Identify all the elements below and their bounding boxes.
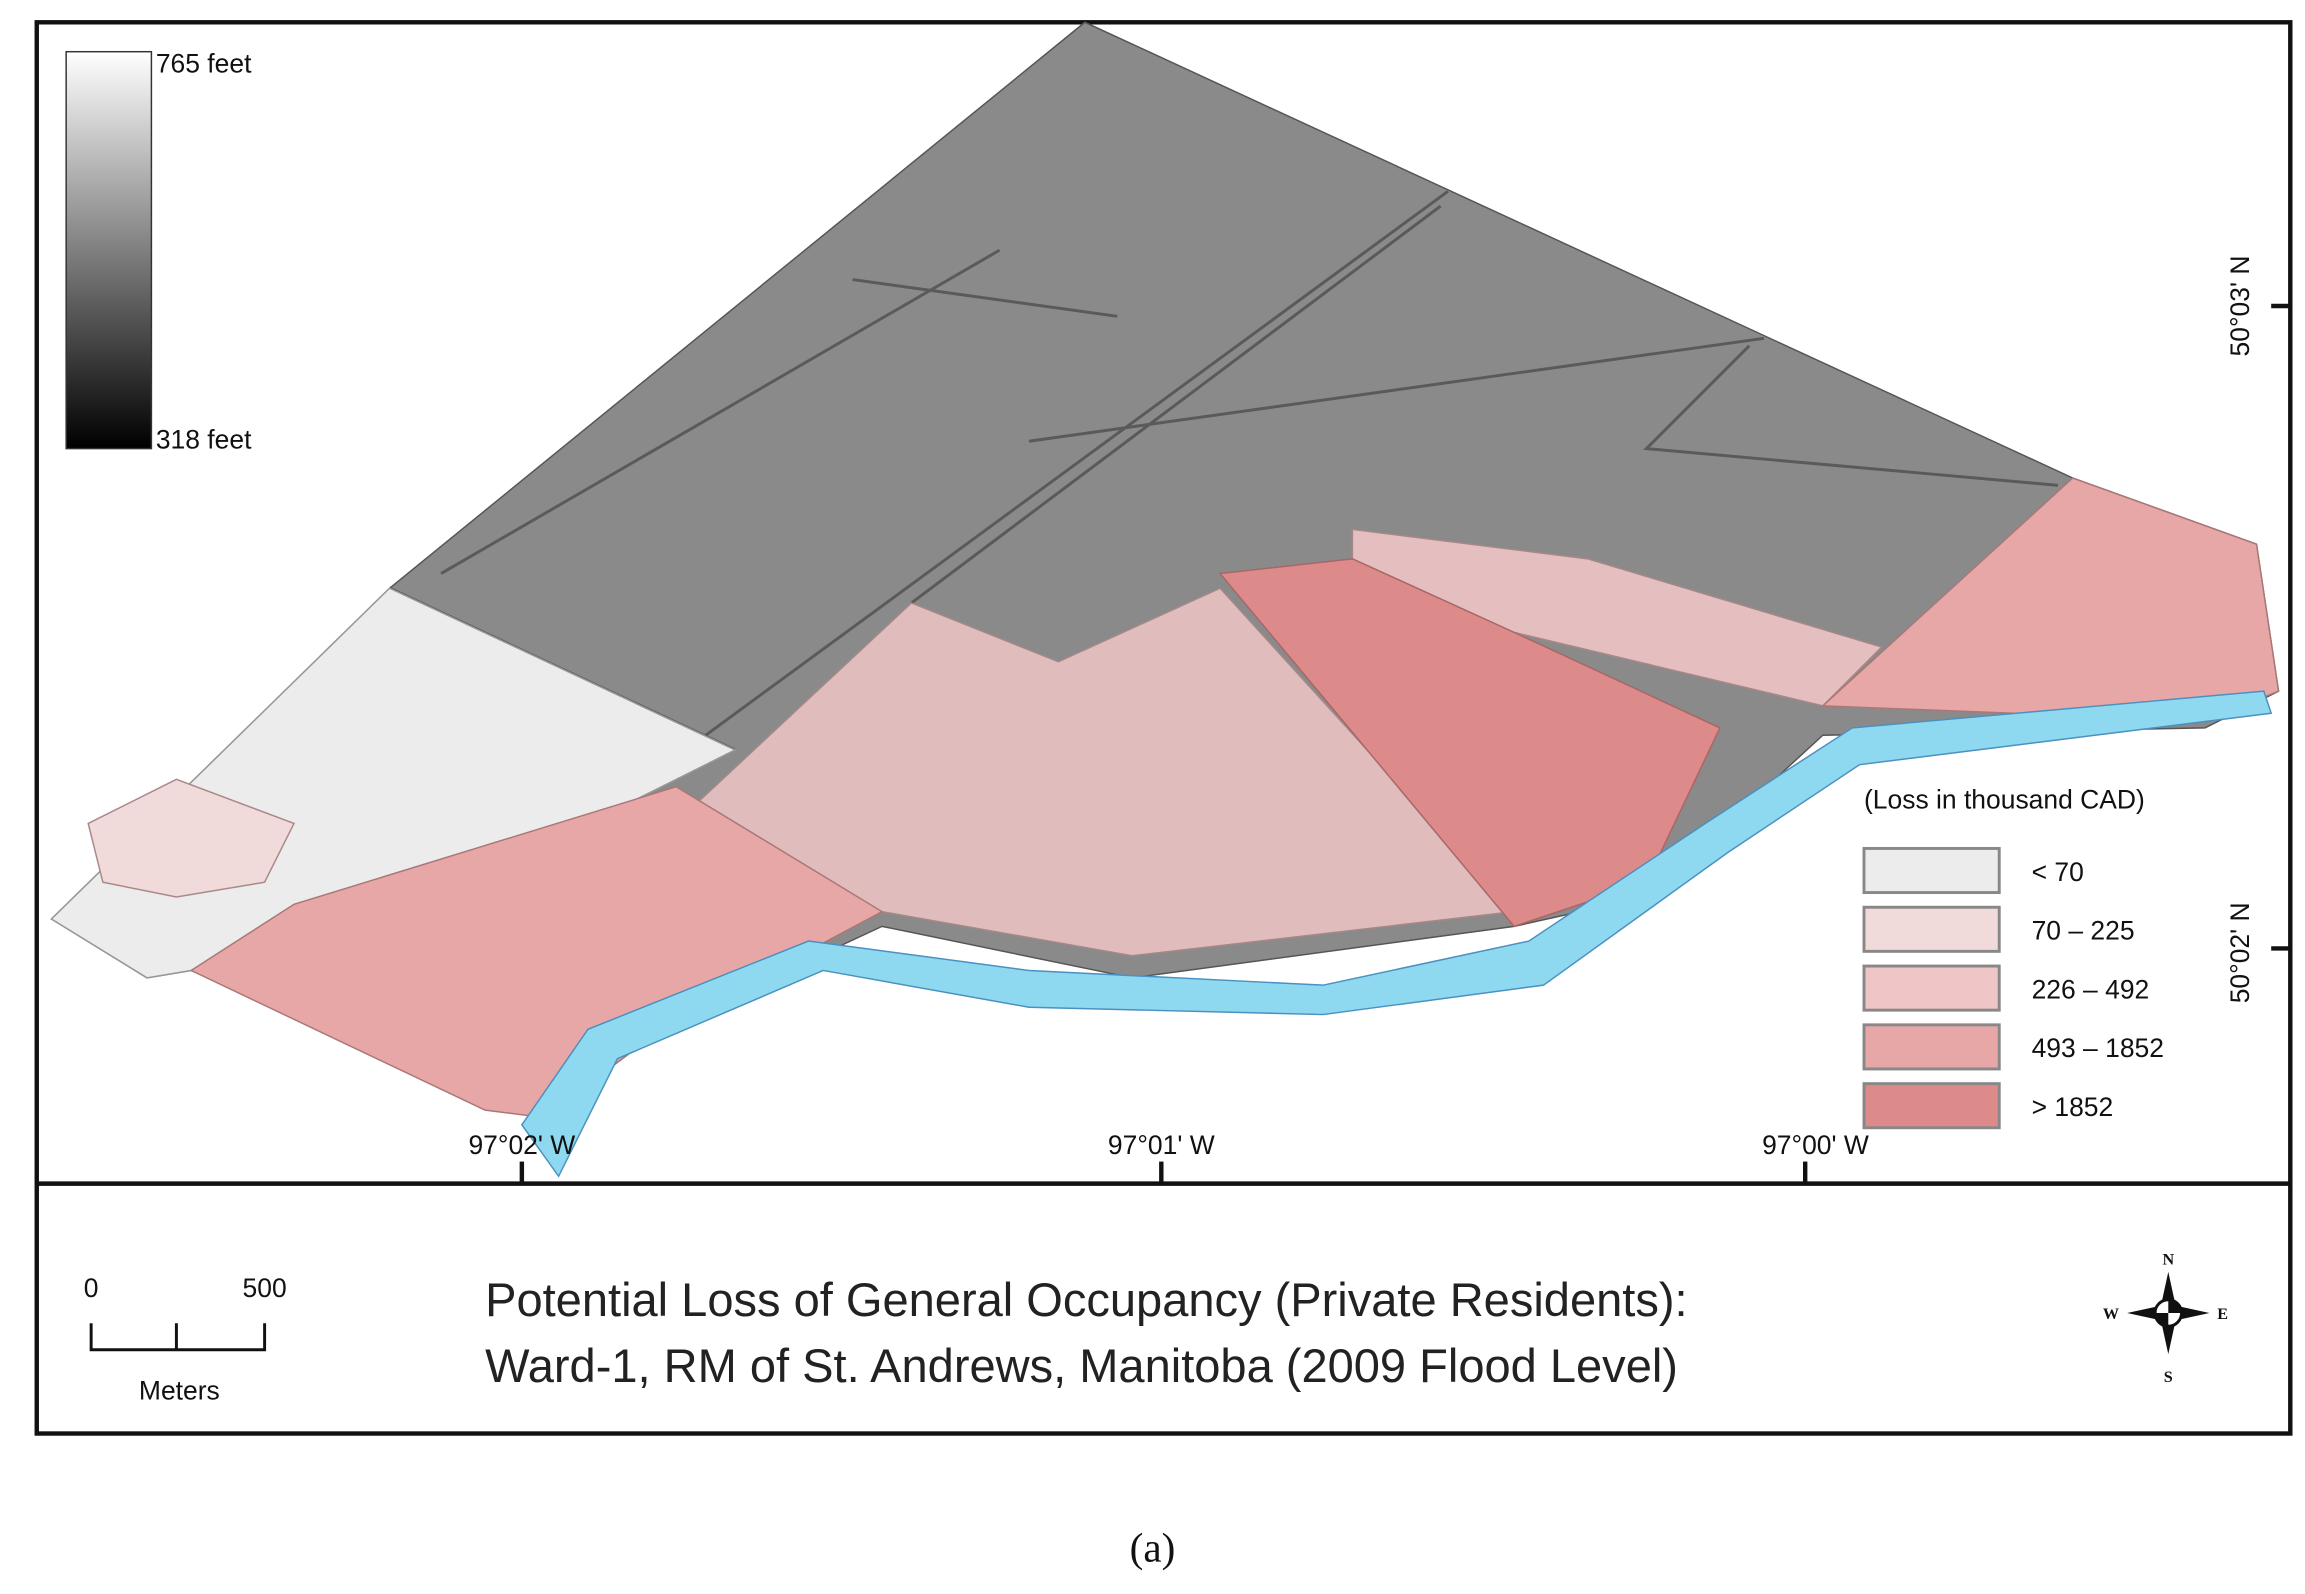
legend-label: < 70	[2032, 857, 2084, 887]
elevation-max: 765 feet	[156, 48, 252, 78]
caption: (a)	[1130, 1524, 1176, 1571]
compass-n: N	[2162, 1251, 2174, 1268]
compass-e: E	[2217, 1306, 2228, 1323]
scale-start: 0	[84, 1273, 99, 1303]
compass-s: S	[2164, 1369, 2173, 1386]
longitude-label: 97°00' W	[1762, 1130, 1869, 1160]
map-title: Ward-1, RM of St. Andrews, Manitoba (200…	[485, 1339, 1678, 1392]
longitude-label: 97°02' W	[468, 1130, 575, 1160]
compass-w: W	[2103, 1306, 2119, 1323]
legend-label: > 1852	[2032, 1092, 2114, 1122]
latitude-label: 50°03' N	[2225, 256, 2255, 357]
map-title: Potential Loss of General Occupancy (Pri…	[485, 1273, 1687, 1326]
legend-swatch	[1862, 846, 2001, 895]
loss-zone	[87, 778, 296, 898]
elevation-bar	[65, 50, 153, 450]
graticule-ticks	[519, 303, 2291, 1184]
legend-label: 70 – 225	[2032, 916, 2135, 946]
longitude-label: 97°01' W	[1108, 1130, 1215, 1160]
river	[520, 690, 2273, 1178]
elevation-min: 318 feet	[156, 425, 252, 455]
legend-swatch	[1862, 905, 2001, 953]
legend-swatch	[1862, 1082, 2001, 1130]
legend-label: 493 – 1852	[2032, 1033, 2164, 1063]
scale-bar	[89, 1323, 267, 1352]
scale-end: 500	[243, 1273, 287, 1303]
legend-label: 226 – 492	[2032, 974, 2150, 1004]
loss-legend-title: (Loss in thousand CAD)	[1864, 785, 2145, 815]
legend-swatch	[1862, 964, 2001, 1012]
compass-rose	[2127, 1271, 2210, 1355]
latitude-label: 50°02' N	[2225, 902, 2255, 1003]
scale-unit: Meters	[139, 1376, 220, 1406]
loss-legend: < 70 70 – 225 226 – 492 493 – 1852 > 1852	[1862, 846, 2164, 1130]
legend-swatch	[1862, 1023, 2001, 1071]
loss-zone	[1218, 558, 1721, 928]
